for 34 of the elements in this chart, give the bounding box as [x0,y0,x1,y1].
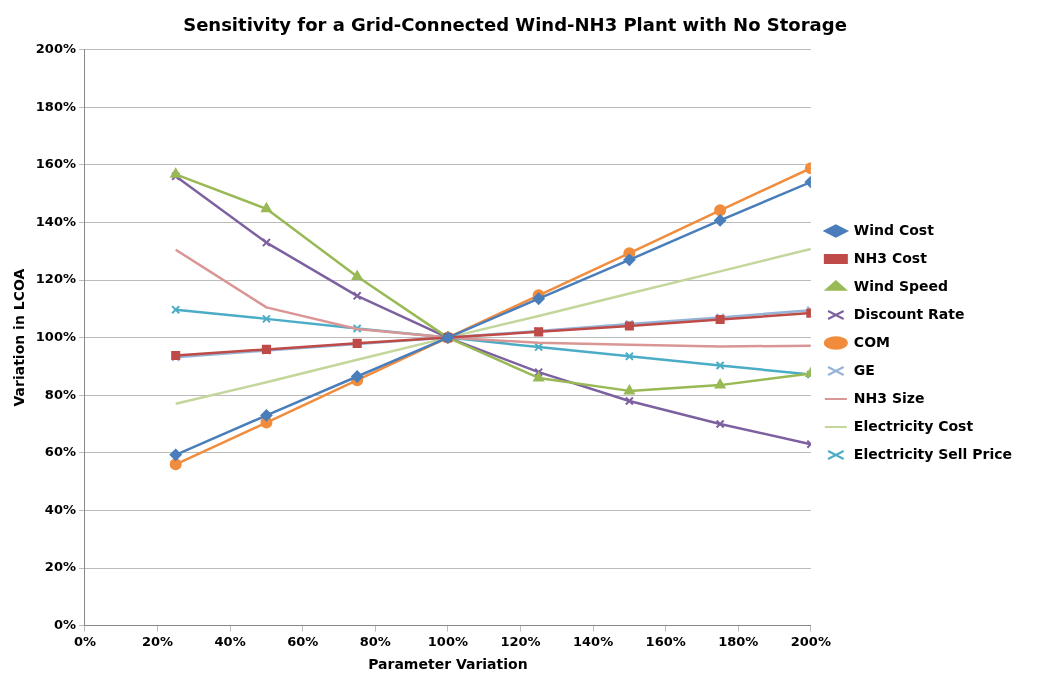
x-tick-label: 120% [500,633,541,649]
y-tick-label: 120% [35,271,76,287]
legend-label: Discount Rate [853,305,965,322]
x-tick-label: 180% [718,633,759,649]
x-tick-label: 0% [73,633,96,649]
legend-label: Wind Cost [853,221,935,238]
x-tick-label: 100% [427,633,468,649]
y-tick-label: 0% [53,616,76,632]
y-tick-label: 20% [44,559,76,575]
legend-label: NH3 Size [853,389,925,406]
x-axis-title: Parameter Variation [368,656,528,673]
legend-label: Electricity Sell Price [853,445,1013,462]
legend-label: GE [853,361,875,378]
legend-label: Electricity Cost [853,417,974,434]
x-tick-label: 80% [359,633,391,649]
y-axis-title: Variation in LCOA [11,268,28,407]
chart-title: Sensitivity for a Grid-Connected Wind-NH3 Plant with No Storage [183,14,847,36]
x-tick-label: 200% [790,633,831,649]
x-tick-label: 20% [141,633,174,649]
y-tick-label: 40% [44,501,76,517]
x-tick-label: 160% [645,633,686,649]
x-tick-label: 40% [214,633,246,649]
legend-label: COM [853,333,890,350]
y-tick-label: 100% [35,328,76,344]
x-tick-label: 60% [287,633,319,649]
legend-label: NH3 Cost [853,249,928,266]
y-tick-label: 60% [44,444,76,460]
x-tick-label: 140% [573,633,614,649]
y-tick-label: 140% [35,213,76,229]
y-tick-label: 160% [35,156,76,172]
y-tick-label: 80% [44,386,76,402]
y-tick-label: 200% [35,40,76,56]
legend-label: Wind Speed [853,277,949,294]
y-tick-label: 180% [35,98,76,114]
